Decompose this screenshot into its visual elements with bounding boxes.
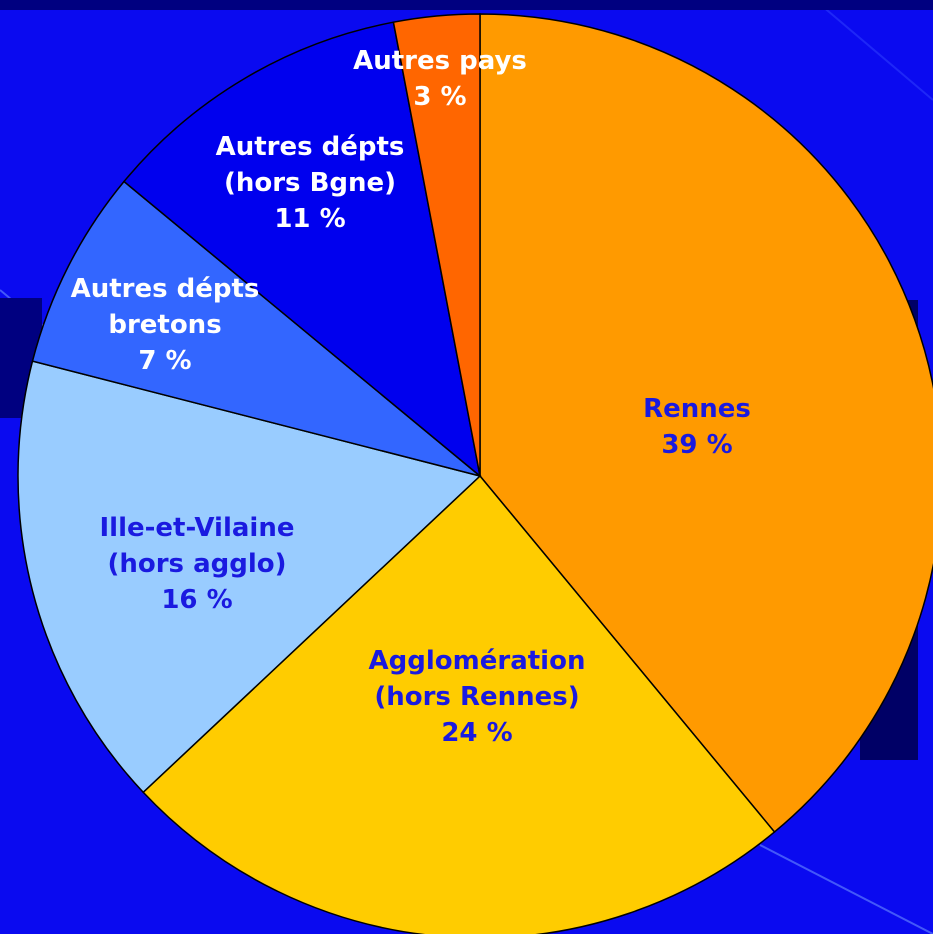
slice-label-line: 24 % (441, 718, 512, 748)
slice-label-4: Autres dépts (hors Bgne) 11 % (216, 132, 405, 234)
slice-label-line: Ille-et-Vilaine (100, 513, 295, 543)
pie-slice-1 (142, 474, 776, 934)
slice-label-line: 11 % (274, 204, 345, 234)
slice-label-line: Agglomération (369, 646, 586, 676)
slice-label-2: Ille-et-Vilaine (hors agglo) 16 % (100, 513, 295, 615)
slice-label-line: (hors Bgne) (224, 168, 396, 198)
slice-label-line: 7 % (138, 346, 191, 376)
slice-label-5: Autres pays 3 % (353, 46, 527, 112)
slice-label-line: (hors Rennes) (374, 682, 579, 712)
pie-slice-0 (479, 13, 933, 834)
slice-label-line: bretons (108, 310, 221, 340)
slice-label-line: 3 % (413, 82, 466, 112)
pie-slice-2 (17, 360, 482, 794)
slice-label-line: 16 % (161, 585, 232, 615)
shadow-panel (0, 0, 933, 10)
slice-label-line: Autres dépts (216, 132, 405, 162)
slice-label-3: Autres dépts bretons 7 % (71, 274, 260, 376)
pie-slice-5 (392, 13, 481, 477)
background-streak (759, 844, 933, 934)
pie-slice-4 (122, 21, 482, 478)
slice-label-1: Agglomération (hors Rennes) 24 % (369, 646, 586, 748)
slice-label-line: Autres pays (353, 46, 527, 76)
slice-label-line: (hors agglo) (107, 549, 286, 579)
slice-label-line: Rennes (643, 394, 751, 424)
background-streak (814, 0, 933, 101)
pie-slice-3 (31, 180, 481, 477)
slice-label-line: 39 % (661, 430, 732, 460)
slice-label-line: Autres dépts (71, 274, 260, 304)
slice-label-0: Rennes 39 % (643, 394, 751, 460)
